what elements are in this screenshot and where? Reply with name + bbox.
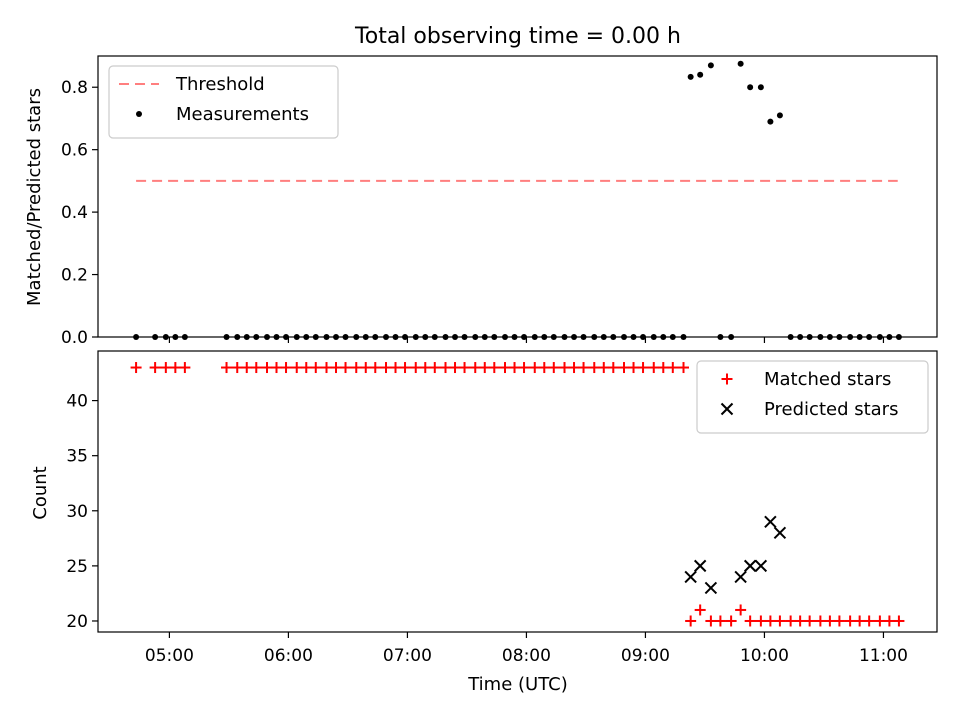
bottom-y-tick-label: 20 [66,612,88,632]
x-tick-label: 08:00 [502,646,551,666]
x-tick-label: 05:00 [145,646,194,666]
x-tick-label: 06:00 [264,646,313,666]
measurements-point [777,112,783,118]
top-y-tick-label: 0.4 [61,203,88,223]
top-y-tick-label: 0.0 [61,328,88,348]
x-tick-label: 07:00 [383,646,432,666]
bottom-y-tick-label: 40 [66,392,88,412]
legend-label: Threshold [175,74,265,95]
top-y-tick-label: 0.2 [61,266,88,286]
measurements-point [708,62,714,68]
legend-label: Measurements [176,104,309,125]
bottom-y-tick-label: 35 [66,447,88,467]
top-y-tick-label: 0.8 [61,78,88,98]
legend-label: Matched stars [764,369,891,390]
measurements-point [697,72,703,78]
figure-svg: Total observing time = 0.00 h Matched/Pr… [0,0,960,720]
bottom-y-axis-label: Count [30,466,51,519]
legend-measurements-swatch [136,111,142,117]
x-tick-label: 10:00 [740,646,789,666]
top-y-tick-label: 0.6 [61,141,88,161]
measurements-point [688,74,694,80]
bottom-y-tick-label: 30 [66,502,88,522]
x-axis-label: Time (UTC) [467,674,568,695]
measurements-point [738,61,744,67]
measurements-point [747,84,753,90]
top-chart-title: Total observing time = 0.00 h [354,24,681,49]
x-tick-label: 11:00 [859,646,908,666]
measurements-point [758,84,764,90]
measurements-point [767,119,773,125]
legend-label: Predicted stars [764,399,898,420]
chart-figure: Total observing time = 0.00 h Matched/Pr… [0,0,960,720]
x-tick-label: 09:00 [621,646,670,666]
bottom-y-tick-label: 25 [66,557,88,577]
top-y-axis-label: Matched/Predicted stars [24,88,45,306]
